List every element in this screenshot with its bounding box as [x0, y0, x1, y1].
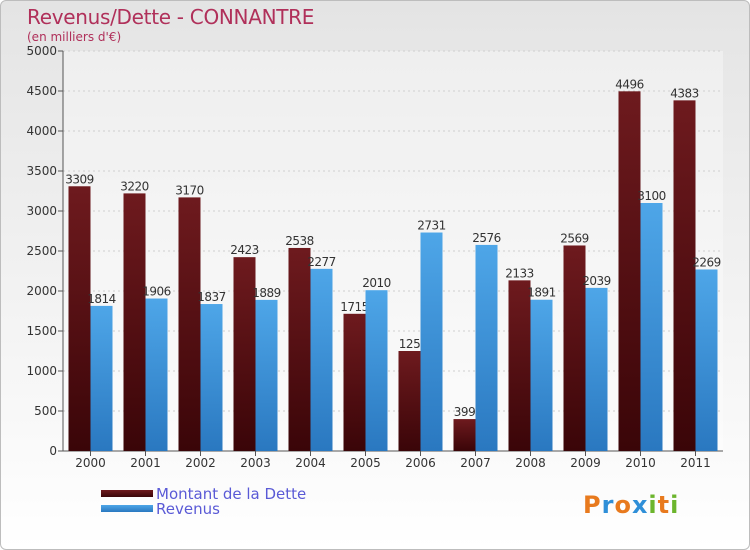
data-label-debt: 3309: [65, 172, 94, 186]
proxiti-logo: Proxiti: [583, 491, 679, 519]
bar-debt: [288, 247, 311, 451]
data-label-revenue: 1837: [197, 290, 226, 304]
data-label-revenue: 2010: [362, 276, 391, 290]
bar-revenue: [310, 268, 333, 451]
data-label-debt: 399: [454, 405, 475, 419]
data-label-debt: 3170: [175, 183, 204, 197]
data-label-revenue: 2731: [417, 219, 446, 233]
logo-letter: o: [614, 491, 632, 519]
bar-revenue: [255, 299, 278, 451]
x-tick-label: 2003: [240, 456, 271, 470]
logo-letter: i: [648, 491, 658, 519]
data-label-debt: 1715: [340, 300, 369, 314]
data-label-revenue: 1889: [252, 286, 281, 300]
data-label-debt: 125: [399, 337, 420, 351]
x-tick-label: 2011: [680, 456, 711, 470]
legend-label-debt: Montant de la Dette: [156, 485, 307, 503]
y-tick-label: 2500: [26, 244, 57, 258]
data-label-debt: 4496: [615, 77, 644, 91]
y-tick-label: 3000: [26, 204, 57, 218]
data-label-revenue: 2039: [582, 274, 611, 288]
data-label-debt: 4383: [670, 86, 699, 100]
x-tick-label: 2010: [625, 456, 656, 470]
y-tick-label: 1000: [26, 364, 57, 378]
bar-debt: [123, 193, 146, 451]
logo-letter: P: [583, 491, 602, 519]
legend-label-revenue: Revenus: [156, 500, 220, 518]
data-label-debt: 2423: [230, 243, 259, 257]
bar-debt: [618, 91, 641, 451]
bar-revenue: [695, 269, 718, 451]
y-tick-label: 3500: [26, 164, 57, 178]
y-tick-label: 4000: [26, 124, 57, 138]
x-tick-label: 2007: [460, 456, 491, 470]
x-tick-label: 2008: [515, 456, 546, 470]
y-tick-label: 0: [49, 444, 57, 458]
data-label-revenue: 2277: [307, 255, 336, 269]
bar-revenue: [420, 232, 443, 451]
logo-letter: i: [670, 491, 680, 519]
bar-revenue: [365, 290, 388, 451]
bar-revenue: [145, 298, 168, 451]
y-tick-label: 1500: [26, 324, 57, 338]
y-tick-label: 4500: [26, 84, 57, 98]
logo-letter: r: [601, 491, 615, 519]
y-tick-label: 5000: [26, 44, 57, 58]
bar-revenue: [200, 304, 223, 451]
data-label-revenue: 1906: [142, 285, 171, 299]
chart-subtitle: (en milliers d'€): [27, 30, 122, 44]
data-label-debt: 2569: [560, 231, 589, 245]
x-tick-label: 2002: [185, 456, 216, 470]
legend-swatch-revenue: [101, 505, 153, 512]
data-label-debt: 3220: [120, 179, 149, 193]
data-label-revenue: 2269: [692, 255, 721, 269]
bar-debt: [68, 186, 91, 451]
x-tick-label: 2001: [130, 456, 161, 470]
bar-debt: [453, 419, 476, 451]
y-tick-label: 500: [34, 404, 57, 418]
x-tick-label: 2005: [350, 456, 381, 470]
bar-revenue: [90, 305, 113, 451]
bar-debt: [673, 100, 696, 452]
y-tick-label: 2000: [26, 284, 57, 298]
data-label-revenue: 1814: [87, 292, 116, 306]
bar-debt: [563, 245, 586, 451]
x-tick-label: 2006: [405, 456, 436, 470]
bar-revenue: [585, 287, 608, 451]
data-label-revenue: 2576: [472, 231, 501, 245]
bar-debt: [343, 313, 366, 451]
bar-debt: [233, 257, 256, 451]
data-label-revenue: 1891: [527, 286, 556, 300]
bar-debt: [178, 197, 201, 451]
bar-debt: [508, 280, 531, 451]
bar-revenue: [475, 244, 498, 451]
x-tick-label: 2000: [75, 456, 106, 470]
x-tick-label: 2004: [295, 456, 326, 470]
bar-debt: [398, 351, 421, 451]
logo-letter: t: [657, 491, 671, 519]
data-label-debt: 2538: [285, 234, 314, 248]
logo-letter: x: [631, 491, 649, 519]
data-label-debt: 2133: [505, 266, 534, 280]
bar-revenue: [530, 299, 553, 451]
data-label-revenue: 3100: [637, 189, 666, 203]
bar-revenue: [640, 203, 663, 451]
chart-title: Revenus/Dette - CONNANTRE: [27, 5, 315, 29]
legend-swatch-debt: [101, 490, 153, 497]
x-tick-label: 2009: [570, 456, 601, 470]
